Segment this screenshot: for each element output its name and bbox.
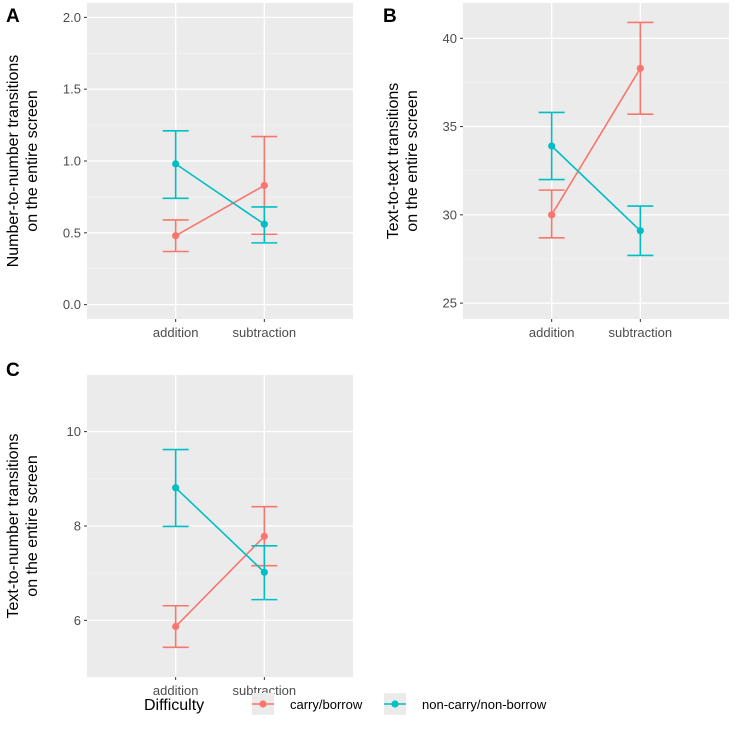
series-non_carry_non_borrow: [538, 111, 654, 257]
y-tick-label: 35: [443, 119, 457, 134]
legend: Difficulty carry/borrow non-carry/non-borr…: [144, 693, 547, 715]
legend-key-point: [259, 700, 267, 708]
legend-title: Difficulty: [144, 697, 204, 714]
panel-B: 25 30 35 40 addition subtraction B Text-to-text…: [383, 3, 729, 340]
y-axis-title: Number-to-number transitions on the entir…: [5, 55, 41, 268]
panel-tag: C: [6, 360, 20, 381]
data-point: [172, 160, 180, 168]
y-axis-title-line: on the entire screen: [24, 90, 41, 231]
y-tick-label: 8: [74, 519, 81, 534]
data-point: [636, 227, 644, 235]
data-point: [548, 142, 556, 150]
data-point: [260, 568, 268, 576]
x-tick-label: subtraction: [233, 683, 297, 698]
data-point: [172, 232, 180, 240]
data-point: [172, 622, 180, 631]
panel-C: 6 8 10 addition subtraction C Text-to-number t…: [5, 360, 353, 698]
y-axis-title-line: Number-to-number transitions: [5, 55, 22, 268]
legend-label: carry/borrow: [290, 697, 363, 712]
y-axis-title: Text-to-text transitions on the entire sc…: [385, 83, 421, 240]
panels: 0.0 0.5 1.0 1.5 2.0 addition subtraction A Numbe…: [5, 3, 729, 698]
y-tick-label: 40: [443, 31, 457, 46]
y-tick-label: 1.5: [63, 82, 81, 97]
y-tick-label: 1.0: [63, 154, 81, 169]
legend-key-point: [391, 700, 399, 708]
data-point: [636, 64, 644, 72]
series-carry_borrow: [538, 21, 654, 239]
series-non_carry_non_borrow: [162, 448, 278, 601]
x-tick-label: addition: [529, 325, 575, 340]
series-line: [551, 145, 641, 232]
plot-background: [463, 3, 729, 319]
series-non_carry_non_borrow: [162, 130, 278, 244]
y-tick-label: 0.0: [63, 297, 81, 312]
data-point: [548, 211, 556, 219]
y-tick-label: 30: [443, 207, 457, 222]
y-axis-title-line: Text-to-number transitions: [5, 434, 22, 619]
panel-tag: A: [6, 6, 20, 27]
y-tick-label: 10: [67, 424, 81, 439]
data-point: [260, 532, 268, 540]
series-line: [550, 67, 642, 216]
data-point: [172, 484, 180, 492]
legend-key-carry_borrow: [252, 693, 274, 715]
data-point: [260, 181, 268, 190]
y-tick-label: 6: [74, 613, 81, 628]
x-tick-label: addition: [153, 325, 199, 340]
y-tick-label: 25: [443, 296, 457, 311]
series-line: [175, 535, 265, 628]
panel-A: 0.0 0.5 1.0 1.5 2.0 addition subtraction A Numbe…: [5, 3, 353, 340]
data-point: [260, 220, 268, 228]
series-line: [175, 184, 265, 237]
y-tick-label: 0.5: [63, 225, 81, 240]
x-tick-label: addition: [153, 683, 199, 698]
panel-tag: B: [383, 6, 397, 27]
y-axis-title: Text-to-number transitions on the entire …: [5, 434, 41, 619]
y-tick-label: 2.0: [63, 10, 81, 25]
y-axis-title-line: on the entire screen: [404, 90, 421, 231]
x-tick-label: subtraction: [233, 325, 297, 340]
series-carry_borrow: [162, 135, 278, 253]
series-line: [175, 163, 265, 225]
y-axis-title-line: on the entire screen: [24, 455, 41, 596]
legend-label: non-carry/non-borrow: [422, 697, 547, 712]
series-line: [175, 487, 265, 573]
legend-key-non_carry_non_borrow: [384, 693, 406, 715]
y-axis-title-line: Text-to-text transitions: [385, 83, 402, 240]
x-tick-label: subtraction: [609, 325, 673, 340]
